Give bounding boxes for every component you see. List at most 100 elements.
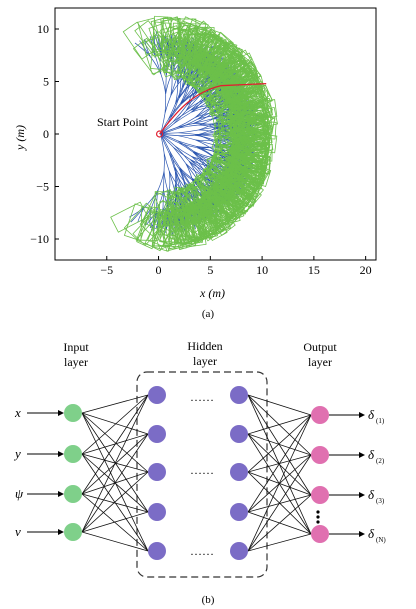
network-edge xyxy=(247,394,312,496)
footprint-rect xyxy=(224,87,261,111)
input-variable-label: ψ xyxy=(15,486,24,501)
network-edge xyxy=(247,494,312,552)
input-layer-label-line2: layer xyxy=(64,355,88,369)
x-axis-label: x (m) xyxy=(199,286,225,300)
output-layer-label-line1: Output xyxy=(303,340,337,354)
footprint-rect xyxy=(176,44,212,83)
hidden-layer-box xyxy=(136,371,268,578)
trajectory-segment xyxy=(164,93,167,114)
input-variable-label: y xyxy=(13,446,21,461)
network-edge xyxy=(81,471,149,533)
trajectory-segment xyxy=(180,86,188,104)
trajectory-segment xyxy=(169,150,180,168)
x-tick-label: 5 xyxy=(207,263,213,277)
y-tick-label: 5 xyxy=(43,75,49,89)
caption-b: (b) xyxy=(202,594,215,606)
output-layer-label-line2: layer xyxy=(308,355,332,369)
network-edge xyxy=(81,493,149,513)
network-edge xyxy=(81,394,149,495)
output-variable-subscript: (N) xyxy=(376,536,386,544)
footprint-rect xyxy=(185,54,221,93)
footprint-rect xyxy=(161,18,183,55)
output-variable-subscript: (2) xyxy=(376,457,385,465)
network-edge xyxy=(247,414,312,552)
footprint-rect xyxy=(212,183,246,222)
y-ticks: 10 5 0 −5 −10 xyxy=(30,22,59,246)
caption-a: (a) xyxy=(202,308,215,320)
footprint-rect xyxy=(132,37,168,76)
trajectory-segment xyxy=(178,129,199,134)
network-edge xyxy=(81,412,149,552)
footprint-rect xyxy=(197,46,233,84)
trajectory-segment xyxy=(170,74,173,96)
ellipsis-row-5: …… xyxy=(190,544,214,558)
footprint-rect xyxy=(141,36,169,75)
x-tick-label: 10 xyxy=(256,263,268,277)
network-edge xyxy=(247,533,312,552)
footprint-rect xyxy=(195,41,234,75)
footprint-rect xyxy=(123,202,160,240)
hidden-node xyxy=(230,503,248,521)
start-point-label: Start Point xyxy=(97,115,149,129)
footprint-rect xyxy=(186,205,207,241)
network-edge xyxy=(81,531,149,552)
network-edge xyxy=(247,414,312,473)
network-edge xyxy=(81,493,149,552)
network-edge xyxy=(81,394,149,533)
trajectory-segment xyxy=(163,153,170,172)
footprint-rect xyxy=(151,15,172,51)
trajectory-segment xyxy=(178,78,182,99)
x-tick-label: −5 xyxy=(100,263,113,277)
trajectory-segment xyxy=(193,113,212,124)
input-node xyxy=(64,523,82,541)
trajectory-segment xyxy=(196,146,215,148)
footprint-rect xyxy=(189,32,225,71)
trajectory-segment xyxy=(175,171,186,189)
ellipsis-row-1: …… xyxy=(190,390,214,404)
trajectory-segment xyxy=(134,42,151,57)
network-edge xyxy=(81,511,149,533)
trajectory-segment xyxy=(179,119,198,129)
trajectory-segment xyxy=(168,171,180,188)
footprint-rect xyxy=(163,24,199,62)
footprint-rect xyxy=(170,21,201,60)
network-edge xyxy=(81,412,149,513)
trajectory-segment xyxy=(173,110,187,124)
footprint-rect xyxy=(226,90,264,117)
output-node xyxy=(311,525,329,543)
network-edges xyxy=(81,394,312,552)
hidden-node xyxy=(148,463,166,481)
trajectory-segment xyxy=(160,73,167,95)
trajectory-segment xyxy=(185,163,201,175)
x-ticks: −5 0 5 10 15 20 xyxy=(100,256,372,277)
trajectory-segment xyxy=(175,84,179,104)
y-tick-label: 10 xyxy=(37,22,49,36)
output-variable-label: δ xyxy=(368,526,375,541)
trajectory-segment xyxy=(163,171,168,191)
hidden-layer-label-line2: layer xyxy=(193,354,217,368)
footprint-rect xyxy=(202,181,224,217)
output-node xyxy=(311,446,329,464)
input-node xyxy=(64,404,82,422)
network-edge xyxy=(247,414,312,513)
input-node xyxy=(64,445,82,463)
network-edge xyxy=(81,412,149,435)
network-nodes xyxy=(64,386,329,560)
figure-a: −5 0 5 10 15 20 10 5 0 −5 −10 Start Point x (m) y… xyxy=(13,7,377,320)
trajectory-segment xyxy=(176,117,196,128)
trajectory-segment xyxy=(164,36,172,56)
x-tick-label: 20 xyxy=(360,263,372,277)
input-layer-label-line1: Input xyxy=(63,340,89,354)
figure-b: Input layer Hidden layer Output layer x y… xyxy=(13,339,386,606)
hidden-node xyxy=(148,503,166,521)
output-node xyxy=(311,406,329,424)
network-edge xyxy=(247,394,312,456)
network-edge xyxy=(81,394,149,414)
trajectory-segment xyxy=(179,168,193,181)
trajectory-segment xyxy=(173,146,191,160)
y-tick-label: 0 xyxy=(43,127,49,141)
ellipsis-row-3: …… xyxy=(190,463,214,477)
hidden-node xyxy=(230,425,248,443)
trajectory-segment xyxy=(151,38,163,57)
